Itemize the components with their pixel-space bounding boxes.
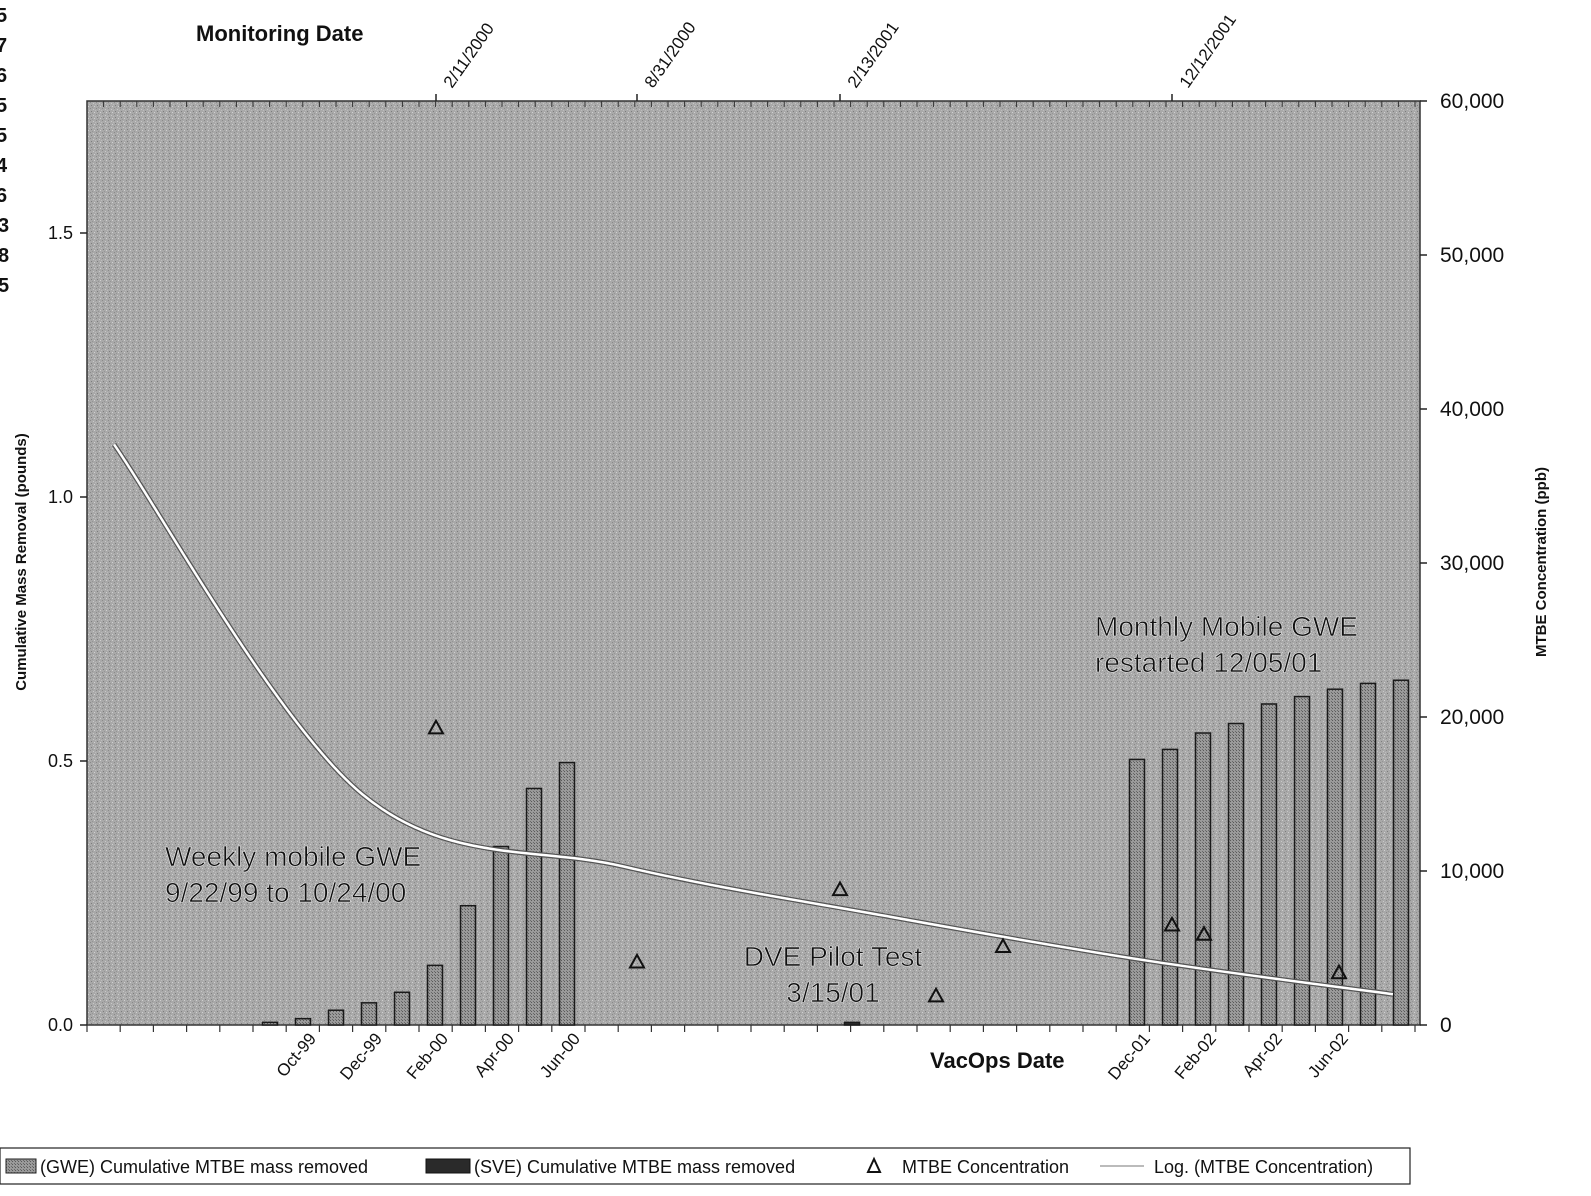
y2-tick-label: 30,000 (1440, 552, 1504, 575)
concentration-marker (427, 718, 445, 735)
top-tick-label: 2/11/2000 (440, 19, 498, 91)
bottom-tick-label: Jun-00 (536, 1029, 584, 1081)
y2-tick-label: 10,000 (1440, 860, 1504, 883)
edge-fragment: 8 (0, 245, 9, 267)
concentration-points (427, 718, 1348, 1003)
concentration-marker (994, 937, 1012, 954)
concentration-marker (1195, 925, 1213, 941)
annotation-text: Weekly mobile GWE (165, 841, 421, 872)
gwe-bar (525, 787, 543, 1026)
y2-tick-label: 0 (1440, 1014, 1452, 1037)
edge-fragment: 6 (0, 65, 7, 87)
bars (261, 679, 1410, 1026)
bottom-tick-label: Feb-02 (1171, 1029, 1220, 1082)
gwe-bar (1194, 732, 1212, 1026)
gwe-bar (1161, 748, 1179, 1026)
gwe-bar (360, 1002, 378, 1026)
bottom-tick-label: Feb-00 (403, 1029, 452, 1082)
trend-line (112, 442, 1394, 997)
legend-swatch-triangle (866, 1156, 882, 1173)
edge-fragment: 6 (0, 185, 7, 207)
edge-fragment: 5 (0, 125, 7, 147)
gwe-bar (1260, 703, 1278, 1026)
top-tick-label: 2/13/2001 (844, 18, 903, 91)
legend-swatch-gwe (5, 1158, 37, 1174)
top-tick-label: 12/12/2001 (1176, 11, 1240, 92)
legend-item: MTBE Concentration (866, 1156, 1069, 1177)
gwe-bar (1359, 682, 1377, 1026)
edge-fragment: 5 (0, 5, 7, 27)
gwe-bar (1128, 758, 1146, 1026)
legend-box (0, 1147, 1411, 1185)
y2-tick-label: 40,000 (1440, 398, 1504, 421)
y-tick-label: 1.0 (48, 487, 73, 507)
bottom-tick-label: Oct-99 (273, 1029, 320, 1080)
bottom-tick-label: Apr-00 (471, 1029, 518, 1080)
top-ticks: 2/11/2000 8/31/2000 2/13/2001 12/12/2001 (435, 11, 1240, 101)
gwe-bar (1326, 688, 1344, 1026)
annotation-text: 3/15/01 (786, 977, 879, 1008)
annotations: Weekly mobile GWE 9/22/99 to 10/24/00 DVE … (165, 611, 1359, 1009)
gwe-bar (459, 904, 477, 1026)
legend-item: Log. (MTBE Concentration) (1100, 1157, 1373, 1177)
bottom-tick-label: Dec-99 (336, 1029, 386, 1083)
top-tick-label: 8/31/2000 (641, 18, 700, 91)
y-tick-label: 1.5 (48, 223, 73, 243)
legend-item: (SVE) Cumulative MTBE mass removed (425, 1157, 795, 1177)
bottom-tick-label: Apr-02 (1239, 1029, 1286, 1080)
edge-fragment: 4 (0, 155, 8, 177)
concentration-marker (1330, 963, 1348, 980)
legend-label: (SVE) Cumulative MTBE mass removed (474, 1157, 795, 1177)
bottom-tick-label: Dec-01 (1104, 1029, 1154, 1083)
y-ticks: 0.0 0.5 1.0 1.5 (48, 223, 87, 1035)
y2-tick-label: 60,000 (1440, 90, 1504, 113)
bottom-axis-label: VacOps Date (930, 1048, 1065, 1073)
annotation-text: Monthly Mobile GWE (1095, 611, 1358, 642)
y-axis-label: Cumulative Mass Removal (pounds) (13, 433, 30, 691)
gwe-bar (261, 1021, 279, 1026)
legend: (GWE) Cumulative MTBE mass removed (SVE) … (0, 1147, 1411, 1185)
y2-axis-label: MTBE Concentration (ppb) (1533, 467, 1550, 657)
gwe-bar (327, 1009, 345, 1026)
gwe-bar (1293, 695, 1311, 1026)
gwe-bar (294, 1017, 312, 1026)
edge-fragments: 5 7 6 5 5 4 6 3 8 5 (0, 5, 9, 297)
edge-fragment: 5 (0, 95, 7, 117)
annotation-text: 9/22/99 to 10/24/00 (165, 877, 406, 908)
concentration-marker (1163, 915, 1181, 932)
trend-line-path (113, 443, 1394, 996)
gwe-bar (426, 964, 444, 1026)
legend-label: Log. (MTBE Concentration) (1154, 1157, 1373, 1177)
legend-label: MTBE Concentration (902, 1157, 1069, 1177)
minor-ticks (86, 101, 1416, 1032)
gwe-bar (393, 991, 411, 1026)
top-axis-label: Monitoring Date (196, 21, 363, 46)
edge-fragment: 7 (0, 35, 7, 57)
legend-label: (GWE) Cumulative MTBE mass removed (40, 1157, 368, 1177)
y2-tick-label: 50,000 (1440, 244, 1504, 267)
annotation-text: restarted 12/05/01 (1095, 647, 1322, 678)
concentration-marker (927, 986, 945, 1003)
concentration-marker (831, 880, 849, 897)
concentration-marker (628, 952, 646, 969)
legend-item: (GWE) Cumulative MTBE mass removed (5, 1157, 368, 1177)
gwe-bar (492, 845, 510, 1026)
edge-fragment: 3 (0, 215, 9, 237)
y-tick-label: 0.5 (48, 751, 73, 771)
sve-bar (843, 1021, 861, 1026)
y2-tick-label: 20,000 (1440, 706, 1504, 729)
bottom-ticks: Oct-99 Dec-99 Feb-00 Apr-00 Jun-00 Dec-01 Feb-… (273, 1029, 1352, 1083)
legend-swatch-sve (425, 1158, 471, 1174)
edge-fragment: 5 (0, 275, 9, 297)
y2-ticks: 0 10,000 20,000 30,000 40,000 50,000 60,000 (1420, 90, 1504, 1037)
annotation-text: DVE Pilot Test (744, 941, 923, 972)
bottom-tick-label: Jun-02 (1304, 1029, 1352, 1081)
gwe-bar (558, 761, 576, 1026)
gwe-bar (1392, 679, 1410, 1026)
gwe-bar (1227, 722, 1245, 1026)
y-tick-label: 0.0 (48, 1015, 73, 1035)
